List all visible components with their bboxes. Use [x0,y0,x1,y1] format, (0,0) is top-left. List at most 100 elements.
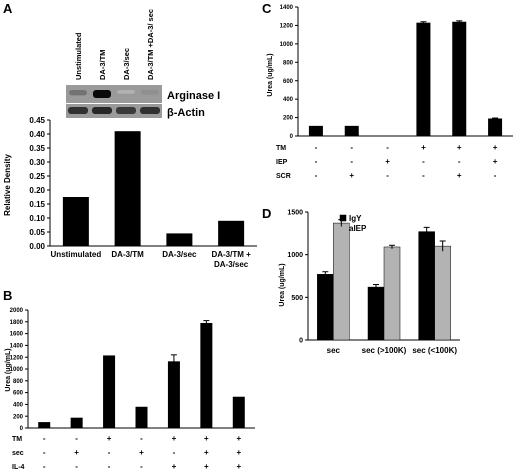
chart-b-y-tick-label: 1200 [10,355,24,361]
chart-a-y-tick-label: 0.00 [29,242,45,251]
chart-d-bar-igy [418,231,435,341]
chart-b-condition-sign: + [172,434,177,443]
chart-c-condition-sign: + [457,171,462,180]
legend-label-aiep: aIEP [349,224,367,233]
chart-b-bar [103,355,116,428]
chart-b-bar [135,406,148,428]
chart-a-y-tick-label: 0.10 [29,214,45,223]
chart-c-condition-sign: + [385,157,390,166]
chart-d-x-tick-label: sec (>100K) [362,346,407,355]
chart-a-bar [166,233,193,246]
chart-b-ylabel: Urea (ug/mL) [5,348,12,391]
chart-d-y-tick-label: 1500 [287,209,303,216]
chart-b-condition-sign: - [108,462,111,471]
chart-d-y-tick-label: 0 [299,337,303,344]
blot-band-actin [68,107,88,114]
chart-a-y-tick-label: 0.45 [29,116,45,125]
chart-d-y-tick-label: 500 [291,295,303,302]
chart-b-condition-label: sec [12,450,24,457]
legend-label-igy: IgY [349,214,362,223]
chart-a-bar [114,131,141,246]
blot-label-actin: β-Actin [167,107,205,119]
chart-b-y-tick-label: 600 [13,391,24,397]
chart-b-condition-label: IL-4 [12,464,25,471]
chart-b-condition-sign: - [173,448,176,457]
blot-band-actin [116,107,136,114]
panel-letter-d: D [262,206,271,221]
blot-lane-label: DA-3/TM [98,50,107,80]
western-blot: Arginase I β-Actin Unstimulated DA-3/TM DA… [66,9,220,119]
chart-b-condition-sign: + [172,462,177,471]
chart-c-condition-sign: + [493,143,498,152]
blot-strip-actin [66,104,162,118]
chart-c: Urea (ug/mL) 0 200 400 600 800 1000 1200 1400 TM… [267,5,513,180]
chart-a-x-tick-label: DA-3/sec [162,250,197,259]
chart-b-condition-sign: + [236,448,241,457]
chart-a-y-tick-label: 0.20 [29,186,45,195]
blot-lane-label: DA-3/TM +DA-3/ sec [146,9,155,80]
blot-lane-label: DA-3/sec [122,48,131,80]
chart-b-condition-sign: + [107,434,112,443]
chart-c-condition-sign: - [422,157,425,166]
chart-b-condition-sign: - [140,462,143,471]
chart-b-y-tick-label: 1400 [10,344,24,350]
chart-c-condition-sign: - [422,171,425,180]
chart-b-condition-label: TM [12,436,22,443]
chart-a-y-tick-label: 0.40 [29,130,45,139]
chart-b-condition-sign: + [74,448,79,457]
chart-b-bar [200,322,213,428]
chart-c-condition-sign: + [457,143,462,152]
chart-b-condition-sign: + [204,434,209,443]
chart-a-y-tick-label: 0.15 [29,200,45,209]
chart-c-condition-label: TM [276,145,286,152]
chart-b-condition-sign: - [43,448,46,457]
chart-c-bar [452,21,467,136]
chart-d-bar-aiep [434,245,451,341]
blot-strip-arginase [66,85,162,103]
chart-b-y-tick-label: 800 [13,379,24,385]
chart-b-condition-sign: + [204,448,209,457]
chart-c-y-tick-label: 1400 [280,5,294,11]
chart-b-y-tick-label: 1800 [10,320,24,326]
chart-a-x-tick-label: DA-3/sec [214,260,249,269]
chart-c-y-tick-label: 400 [283,97,294,103]
chart-c-condition-sign: + [349,171,354,180]
chart-a-y-tick-label: 0.35 [29,144,45,153]
chart-b-bar [232,396,245,428]
chart-d-ylabel: Urea (ug/mL) [279,263,286,306]
chart-b-y-tick-label: 200 [13,414,24,420]
chart-c-condition-label: IEP [276,159,288,166]
chart-b-y-tick-label: 1600 [10,332,24,338]
chart-a-y-tick-label: 0.30 [29,158,45,167]
chart-c-bar [416,22,431,137]
blot-band-actin [140,107,160,114]
chart-a: Relative Density 0.00 0.05 0.10 0.15 0.20 0.2… [3,116,257,269]
chart-c-condition-sign: - [458,157,461,166]
chart-c-condition-sign: + [421,143,426,152]
chart-b-bar [38,422,51,428]
chart-b-condition-sign: - [75,462,78,471]
chart-d-bar-aiep [333,222,350,341]
chart-a-y-tick-label: 0.25 [29,172,45,181]
chart-c-y-tick-label: 200 [283,116,294,122]
panel-letter-a: A [3,1,13,16]
chart-a-bar [218,220,245,246]
blot-lane-label: Unstimulated [74,32,83,80]
legend-swatch-igy [339,214,347,222]
chart-c-condition-sign: - [315,171,318,180]
chart-b-condition-sign: - [75,434,78,443]
chart-b-condition-sign: + [236,434,241,443]
chart-b-y-tick-label: 1000 [10,367,24,373]
blot-band-arginase [141,90,159,95]
chart-c-condition-sign: - [350,157,353,166]
chart-a-x-tick-label: DA-3/TM + [211,250,251,259]
chart-b-y-tick-label: 2000 [10,308,24,314]
chart-c-y-tick-label: 1200 [280,24,294,30]
chart-b-y-tick-label: 0 [20,426,24,432]
chart-c-y-tick-label: 1000 [280,42,294,48]
chart-b-condition-sign: + [139,448,144,457]
chart-c-ylabel: Urea (ug/mL) [267,53,274,96]
chart-b: Urea (ug/mL) 0 200 400 600 800 1000 1200 1400 16… [5,308,255,471]
chart-a-x-tick-label: Unstimulated [51,250,102,259]
